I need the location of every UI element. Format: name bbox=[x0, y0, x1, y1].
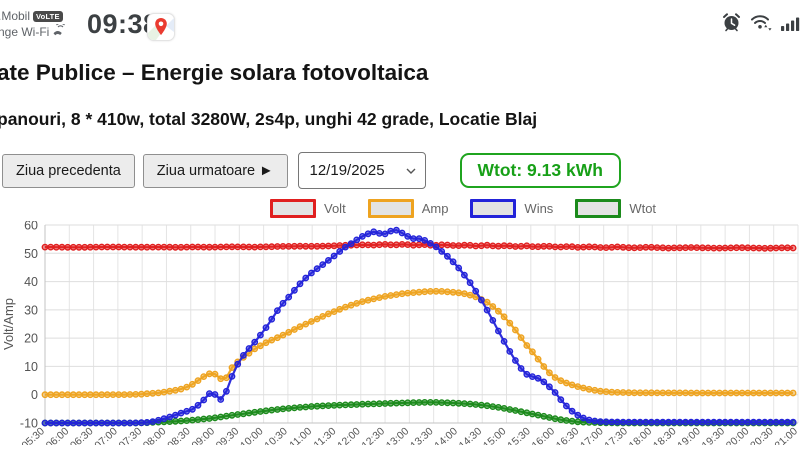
svg-text:06:30: 06:30 bbox=[68, 425, 96, 445]
svg-text:17:00: 17:00 bbox=[578, 425, 606, 445]
carrier-name-1: .Mobil bbox=[0, 9, 31, 23]
svg-text:10:30: 10:30 bbox=[262, 425, 290, 445]
svg-text:20: 20 bbox=[24, 332, 38, 346]
chart-canvas: 6050403020100-10Volt/Amp05:3006:0006:300… bbox=[1, 219, 800, 450]
status-bar: .Mobil VoLTE nge Wi-Fi 09:38 bbox=[0, 0, 800, 55]
svg-text:17:30: 17:30 bbox=[602, 425, 630, 445]
svg-text:12:30: 12:30 bbox=[360, 425, 388, 445]
svg-text:12:00: 12:00 bbox=[335, 425, 363, 445]
legend-label: Volt bbox=[324, 201, 346, 216]
svg-text:20:00: 20:00 bbox=[724, 425, 752, 445]
signal-bars-icon bbox=[781, 14, 800, 37]
legend-label: Wtot bbox=[629, 201, 657, 216]
previous-day-button[interactable]: Ziua precedenta bbox=[2, 153, 135, 188]
daily-energy-total-badge: Wtot: 9.13 kWh bbox=[459, 153, 621, 188]
date-select-value: 12/19/2025 bbox=[309, 162, 385, 179]
svg-text:08:00: 08:00 bbox=[141, 425, 169, 445]
svg-text:14:30: 14:30 bbox=[457, 425, 485, 445]
svg-text:06:00: 06:00 bbox=[44, 425, 72, 445]
svg-text:11:00: 11:00 bbox=[287, 425, 314, 445]
svg-text:15:30: 15:30 bbox=[505, 425, 533, 445]
legend-label: Amp bbox=[421, 201, 449, 216]
date-select[interactable]: 12/19/2025 bbox=[297, 152, 426, 189]
svg-text:40: 40 bbox=[24, 275, 38, 289]
legend-swatch bbox=[470, 199, 517, 218]
svg-text:07:00: 07:00 bbox=[92, 425, 120, 445]
svg-text:13:30: 13:30 bbox=[408, 425, 436, 445]
maps-app-icon bbox=[147, 13, 175, 41]
svg-text:50: 50 bbox=[24, 247, 38, 261]
page-title: ate Publice – Energie solara fotovoltaic… bbox=[0, 60, 429, 85]
svg-text:18:00: 18:00 bbox=[627, 425, 655, 445]
legend-label: Wins bbox=[524, 201, 554, 216]
chart-legend: Volt Amp Wins Wtot bbox=[270, 199, 678, 218]
svg-text:10: 10 bbox=[24, 360, 38, 374]
alarm-icon bbox=[722, 13, 741, 37]
svg-text:21:00: 21:00 bbox=[772, 425, 800, 445]
day-navigation-controls: Ziua precedenta Ziua urmatoare ► 12/19/2… bbox=[2, 152, 621, 189]
svg-text:10:00: 10:00 bbox=[238, 425, 266, 445]
legend-item-amp[interactable]: Amp bbox=[367, 199, 449, 218]
next-day-button[interactable]: Ziua urmatoare ► bbox=[142, 153, 288, 188]
legend-swatch bbox=[270, 199, 316, 218]
svg-text:16:30: 16:30 bbox=[554, 425, 582, 445]
svg-text:19:30: 19:30 bbox=[700, 425, 728, 445]
svg-text:08:30: 08:30 bbox=[165, 425, 193, 445]
volte-badge: VoLTE bbox=[33, 11, 63, 22]
svg-text:30: 30 bbox=[24, 303, 38, 317]
svg-text:11:30: 11:30 bbox=[312, 425, 339, 445]
carrier-name-2: nge Wi-Fi bbox=[0, 25, 50, 39]
svg-text:07:30: 07:30 bbox=[117, 425, 145, 445]
svg-text:0: 0 bbox=[31, 388, 38, 402]
svg-text:60: 60 bbox=[24, 221, 38, 233]
legend-item-volt[interactable]: Volt bbox=[270, 199, 346, 218]
carrier-info: .Mobil VoLTE nge Wi-Fi bbox=[0, 9, 66, 41]
system-description: panouri, 8 * 410w, total 3280W, 2s4p, un… bbox=[0, 109, 538, 129]
svg-text:16:00: 16:00 bbox=[530, 425, 558, 445]
legend-item-wins[interactable]: Wins bbox=[470, 199, 553, 218]
svg-text:18:30: 18:30 bbox=[651, 425, 679, 445]
svg-text:13:00: 13:00 bbox=[384, 425, 412, 445]
wifi-calling-icon bbox=[52, 22, 66, 41]
legend-item-wtot[interactable]: Wtot bbox=[575, 199, 656, 218]
status-icons bbox=[722, 13, 800, 37]
wifi-icon bbox=[750, 13, 772, 37]
svg-text:09:30: 09:30 bbox=[214, 425, 242, 445]
chevron-down-icon bbox=[406, 168, 415, 174]
clock-time: 09:38 bbox=[87, 9, 159, 39]
svg-text:09:00: 09:00 bbox=[189, 425, 217, 445]
svg-text:15:00: 15:00 bbox=[481, 425, 509, 445]
svg-text:Volt/Amp: Volt/Amp bbox=[1, 298, 16, 350]
legend-swatch bbox=[575, 199, 622, 218]
svg-text:20:30: 20:30 bbox=[748, 425, 776, 445]
legend-swatch bbox=[367, 199, 414, 218]
svg-text:19:00: 19:00 bbox=[675, 425, 703, 445]
svg-text:-10: -10 bbox=[20, 417, 38, 431]
solar-chart: 60 50 40 30 20 10 0 -10 Volt/Amp 05:30 06:00 06:30 0… bbox=[0, 219, 800, 450]
svg-text:14:00: 14:00 bbox=[432, 425, 460, 445]
